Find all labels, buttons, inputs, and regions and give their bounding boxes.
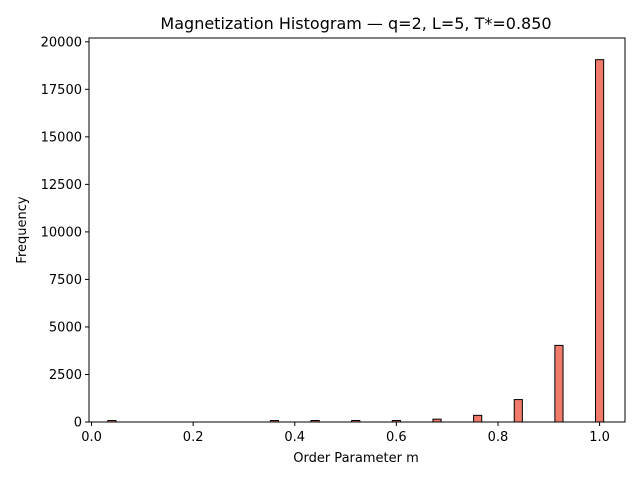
chart-title: Magnetization Histogram — q=2, L=5, T*=0… <box>160 14 551 33</box>
y-axis-ticks: 0 2500 5000 7500 10000 12500 15000 17500 20000 <box>41 35 89 431</box>
x-tick-label-5: 1.0 <box>589 430 610 445</box>
x-tick-label-0: 0.0 <box>81 430 102 445</box>
histogram-bar-9 <box>595 59 605 423</box>
y-tick-label-2: 5000 <box>49 320 82 335</box>
x-tick-label-3: 0.6 <box>386 430 407 445</box>
histogram-bar-6 <box>473 414 483 423</box>
x-tick-label-4: 0.8 <box>488 430 509 445</box>
y-tick-label-0: 0 <box>74 416 82 431</box>
plot-frame <box>88 37 626 423</box>
x-axis-ticks: 0.0 0.2 0.4 0.6 0.8 1.0 <box>81 422 610 445</box>
y-tick-label-8: 20000 <box>41 35 82 50</box>
y-tick-label-4: 10000 <box>41 225 82 240</box>
histogram-bar-7 <box>513 399 523 423</box>
y-axis-label: Frequency <box>15 196 30 263</box>
histogram-bars <box>107 59 605 423</box>
x-axis-label: Order Parameter m <box>293 451 419 466</box>
x-tick-label-2: 0.4 <box>284 430 305 445</box>
y-tick-label-1: 2500 <box>49 368 82 383</box>
y-tick-label-6: 15000 <box>41 130 82 145</box>
y-tick-label-7: 17500 <box>41 83 82 98</box>
x-tick-label-1: 0.2 <box>183 430 204 445</box>
y-tick-label-5: 12500 <box>41 178 82 193</box>
histogram-bar-8 <box>554 344 564 423</box>
y-tick-label-3: 7500 <box>49 273 82 288</box>
